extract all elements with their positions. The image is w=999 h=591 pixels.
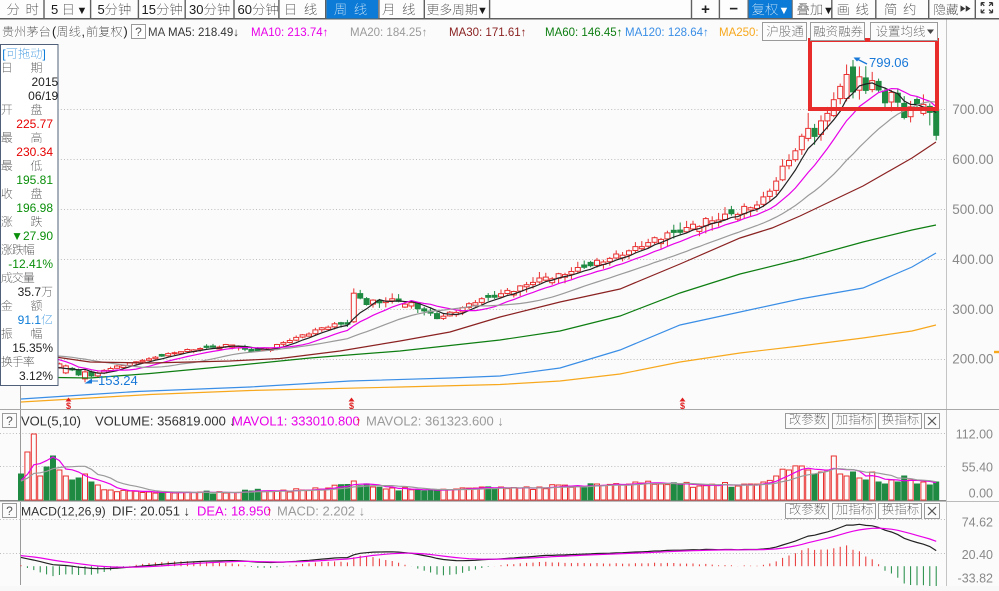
svg-text:799.06: 799.06 — [869, 55, 909, 70]
svg-text:35.7: 35.7 — [18, 285, 42, 299]
svg-text:MA5: 218.49↓: MA5: 218.49↓ — [168, 27, 239, 39]
svg-text:MA250:: MA250: — [719, 27, 759, 39]
svg-text:195.81: 195.81 — [16, 173, 53, 187]
svg-text:?: ? — [135, 25, 142, 39]
svg-text:5: 5 — [51, 2, 58, 17]
svg-text:15.35%: 15.35% — [12, 341, 53, 355]
svg-text:DIF: 20.051 ↓: DIF: 20.051 ↓ — [112, 504, 190, 519]
svg-text:55.40: 55.40 — [962, 460, 993, 474]
svg-text:▼: ▼ — [823, 5, 834, 17]
svg-text:]: ] — [43, 47, 46, 61]
svg-text:74.62: 74.62 — [962, 515, 993, 529]
svg-text:(: ( — [52, 25, 57, 39]
svg-text:225.77: 225.77 — [16, 117, 53, 131]
svg-text:MA30: 171.61↑: MA30: 171.61↑ — [449, 27, 526, 39]
svg-text:▼27.90: ▼27.90 — [11, 229, 53, 243]
svg-text:MACD(12,26,9): MACD(12,26,9) — [21, 505, 106, 519]
svg-text:196.98: 196.98 — [16, 201, 53, 215]
svg-text:112.00: 112.00 — [956, 427, 993, 441]
svg-text:30: 30 — [189, 2, 203, 17]
svg-text:15: 15 — [142, 2, 156, 17]
svg-text:-12.41%: -12.41% — [8, 257, 53, 271]
svg-text:600.00: 600.00 — [952, 152, 993, 167]
svg-text:500.00: 500.00 — [952, 202, 993, 217]
svg-text:06/19: 06/19 — [28, 89, 58, 103]
svg-text:$: $ — [680, 401, 685, 411]
svg-text:$: $ — [66, 401, 71, 411]
svg-text:MAVOL2: 361323.600 ↓: MAVOL2: 361323.600 ↓ — [366, 414, 504, 429]
svg-text:−: − — [729, 1, 738, 18]
svg-text:,: , — [82, 25, 85, 39]
svg-text:0.00: 0.00 — [969, 486, 993, 500]
svg-text:MA20: 184.25↑: MA20: 184.25↑ — [350, 27, 427, 39]
svg-text:DEA: 18.950: DEA: 18.950 — [197, 504, 271, 519]
svg-text:+: + — [701, 1, 710, 18]
svg-text:VOLUME: 356819.000 ↓: VOLUME: 356819.000 ↓ — [95, 414, 236, 429]
svg-text:3.12%: 3.12% — [19, 369, 53, 383]
svg-text:MA10: 213.74↑: MA10: 213.74↑ — [251, 27, 328, 39]
svg-text:[: [ — [2, 47, 6, 61]
svg-text:▼: ▼ — [77, 5, 88, 17]
svg-text:MA60: 146.45↑: MA60: 146.45↑ — [545, 27, 622, 39]
svg-text:300.00: 300.00 — [952, 302, 993, 317]
svg-text:$: $ — [349, 401, 354, 411]
svg-text:MA: MA — [148, 27, 166, 39]
svg-text:20.40: 20.40 — [962, 548, 993, 562]
svg-text:↑: ↑ — [266, 504, 273, 519]
svg-text:2015: 2015 — [31, 75, 58, 89]
svg-text:▼: ▼ — [779, 5, 790, 17]
svg-text:VOL(5,10): VOL(5,10) — [21, 414, 81, 429]
svg-text:60: 60 — [238, 2, 252, 17]
svg-text:↑: ↑ — [355, 414, 362, 429]
svg-text:▼: ▼ — [477, 5, 488, 17]
svg-text:?: ? — [6, 504, 13, 518]
svg-text:153.24: 153.24 — [98, 373, 138, 388]
svg-text:MACD: 2.202 ↓: MACD: 2.202 ↓ — [277, 504, 365, 519]
svg-text:200.00: 200.00 — [952, 352, 993, 367]
svg-text:MA120: 128.64↑: MA120: 128.64↑ — [625, 27, 709, 39]
svg-text:230.34: 230.34 — [16, 145, 53, 159]
svg-text:5: 5 — [98, 2, 105, 17]
svg-text:MAVOL1: 333010.800: MAVOL1: 333010.800 — [232, 414, 360, 429]
svg-text:?: ? — [6, 414, 13, 428]
svg-text:400.00: 400.00 — [952, 252, 993, 267]
svg-text:700.00: 700.00 — [952, 102, 993, 117]
svg-text:-33.82: -33.82 — [958, 571, 993, 585]
svg-text:91.1: 91.1 — [18, 313, 42, 327]
svg-text:): ) — [124, 25, 128, 39]
